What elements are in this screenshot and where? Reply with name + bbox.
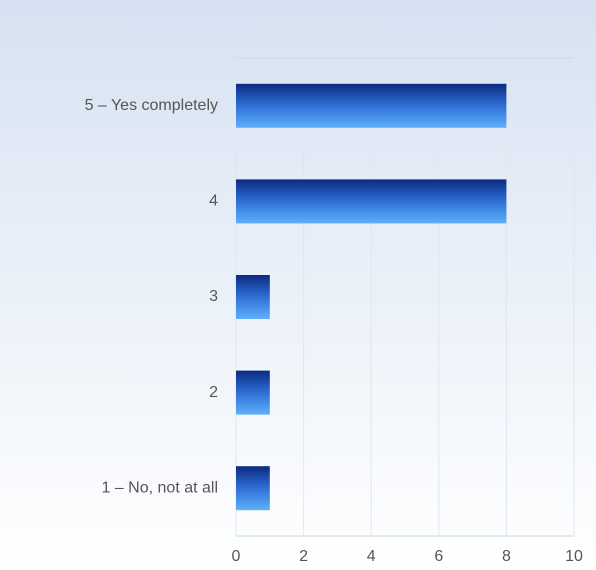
x-tick-label: 0 [232, 548, 241, 565]
bar [236, 275, 270, 319]
x-tick-label: 6 [434, 548, 443, 565]
x-tick-label: 4 [367, 548, 376, 565]
y-tick-label: 2 [209, 384, 218, 401]
y-tick-label: 5 – Yes completely [85, 97, 218, 114]
bar [236, 370, 270, 415]
x-tick-label: 8 [502, 548, 511, 565]
y-tick-label: 4 [209, 193, 218, 210]
y-tick-label: 1 – No, not at all [101, 479, 218, 496]
bar [236, 83, 507, 128]
x-tick-label: 2 [299, 548, 308, 565]
bar [236, 466, 270, 511]
bar [236, 179, 507, 224]
y-tick-label: 3 [209, 288, 218, 305]
x-tick-label: 10 [565, 548, 583, 565]
